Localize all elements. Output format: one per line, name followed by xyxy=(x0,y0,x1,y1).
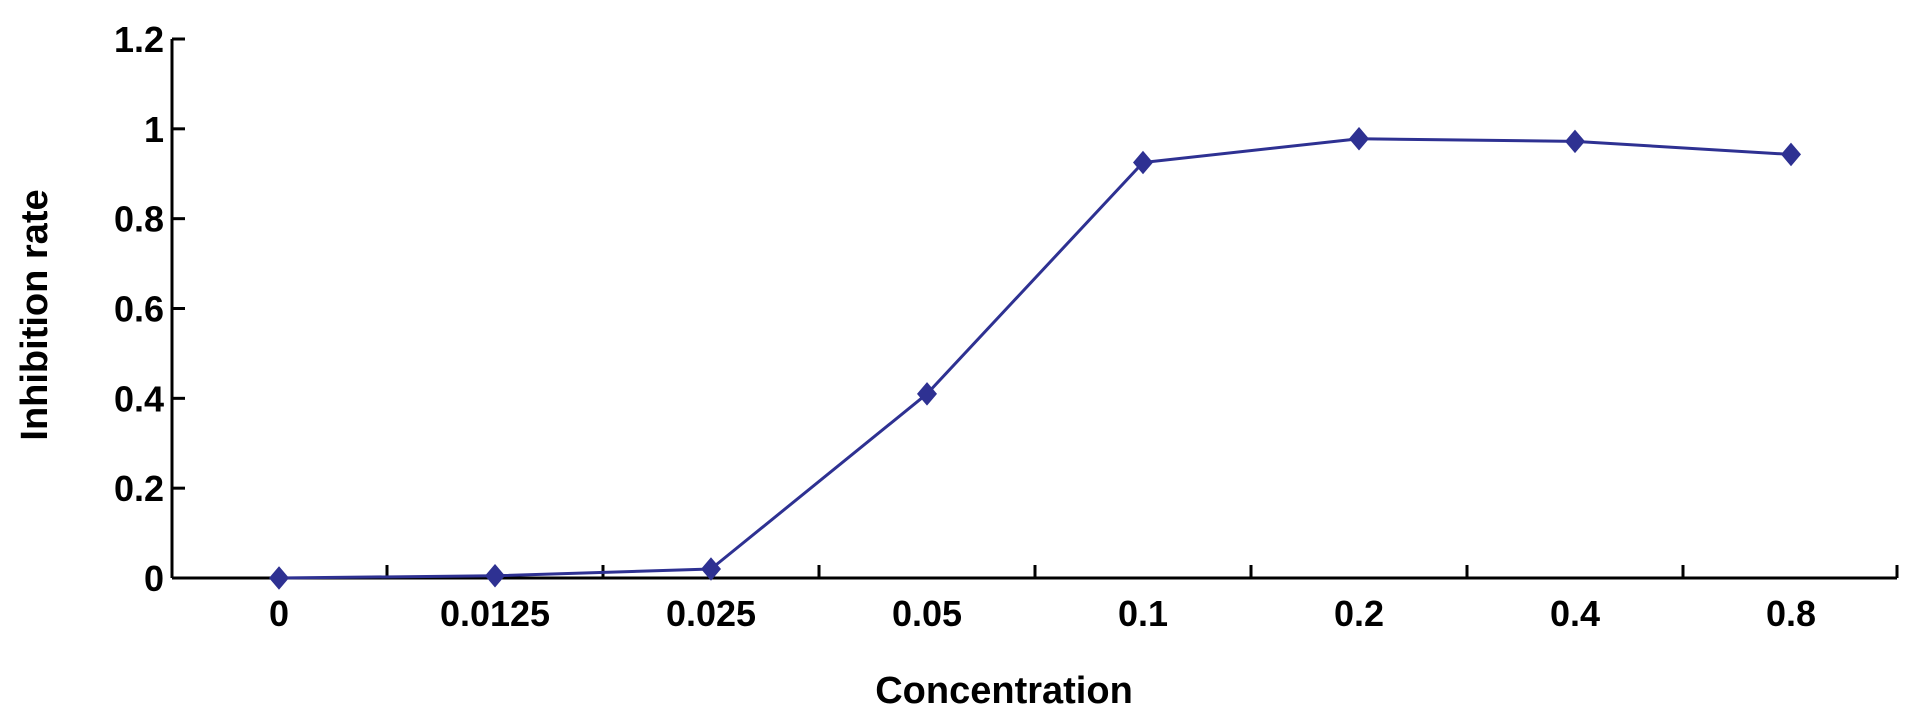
x-tick-label: 0.025 xyxy=(666,593,756,634)
y-axis-title: Inhibition rate xyxy=(14,189,56,440)
axes xyxy=(170,39,1897,580)
x-tick-label: 0.8 xyxy=(1766,593,1816,634)
data-point-marker xyxy=(1564,129,1586,154)
data-point-marker xyxy=(1132,150,1154,175)
y-tick-label: 1 xyxy=(144,109,164,150)
data-point-marker xyxy=(916,382,938,406)
data-point-marker xyxy=(1348,126,1370,151)
y-tick-label: 0 xyxy=(144,558,164,599)
x-tick-label: 0 xyxy=(269,593,289,634)
y-tick-label: 0.8 xyxy=(114,199,164,240)
data-point-marker xyxy=(700,557,722,581)
x-tick-label: 0.2 xyxy=(1334,593,1384,634)
y-tick-label: 0.2 xyxy=(114,468,164,509)
data-point-marker xyxy=(484,563,506,588)
data-point-marker xyxy=(1780,142,1802,167)
x-tick-label: 0.05 xyxy=(892,593,962,634)
x-axis-ticks: 0 0.0125 0.025 0.05 0.1 0.2 0.4 0.8 xyxy=(269,565,1899,634)
x-tick-label: 0.1 xyxy=(1118,593,1168,634)
x-axis-title: Concentration xyxy=(875,670,1133,712)
x-tick-label: 0.4 xyxy=(1550,593,1600,634)
series-line xyxy=(278,137,1792,580)
y-tick-label: 1.2 xyxy=(114,19,164,60)
y-axis-ticks: 0 0.2 0.4 0.6 0.8 1 1.2 xyxy=(114,19,185,599)
data-point-marker xyxy=(268,566,290,590)
y-tick-label: 0.4 xyxy=(114,378,164,419)
series-layer xyxy=(268,126,1802,590)
y-tick-label: 0.6 xyxy=(114,289,164,330)
x-tick-label: 0.0125 xyxy=(440,593,550,634)
